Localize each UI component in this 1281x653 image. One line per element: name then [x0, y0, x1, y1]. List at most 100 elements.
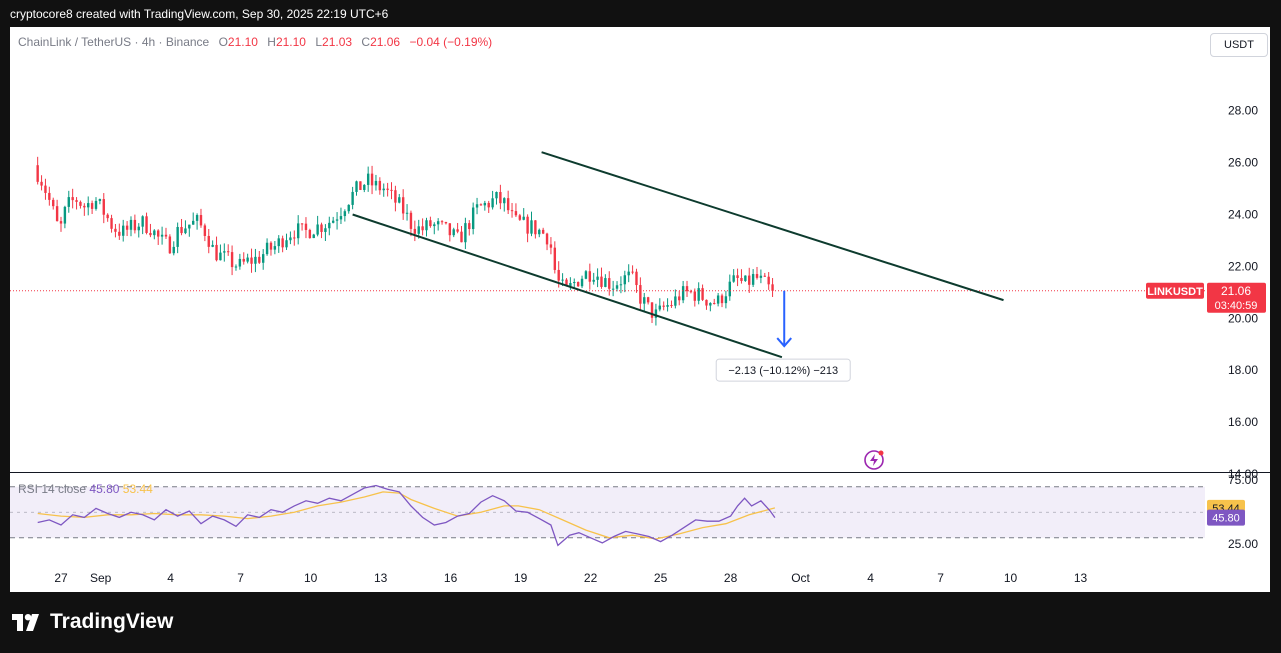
candle-body: [631, 271, 634, 273]
candle-body: [129, 219, 133, 230]
candle-body: [219, 252, 222, 261]
price-tick-label: 26.00: [1228, 156, 1258, 170]
candle-body: [347, 204, 350, 212]
candle-body: [448, 223, 452, 236]
date-tick-label: 25: [654, 571, 668, 585]
candle-body: [273, 246, 277, 250]
candle-body: [608, 278, 611, 289]
candle-body: [90, 203, 94, 209]
candle-body: [573, 282, 576, 284]
candle-body: [285, 240, 288, 248]
candle-body: [36, 165, 39, 182]
close-label: C: [361, 35, 371, 49]
candle-body: [308, 229, 312, 239]
candle-body: [584, 271, 588, 279]
candle-body: [102, 199, 105, 215]
price-tick-label: 20.00: [1228, 311, 1258, 325]
candle-body: [168, 236, 172, 254]
candle-body: [553, 247, 557, 270]
candle-body: [145, 216, 148, 233]
candle-body: [666, 305, 669, 307]
candle-body: [716, 295, 720, 304]
rsi-legend-name: RSI 14 close: [18, 482, 87, 496]
candle-body: [223, 251, 226, 253]
candle-body: [604, 278, 607, 287]
candle-body: [215, 244, 218, 261]
candle-body: [242, 258, 245, 262]
date-tick-label: 7: [937, 571, 944, 585]
candle-body: [55, 206, 59, 222]
rsi-axis-label-upper: 75.00: [1228, 473, 1258, 487]
tradingview-logo[interactable]: TradingView: [12, 610, 173, 634]
candle-body: [748, 275, 751, 285]
currency-button[interactable]: USDT: [1210, 33, 1268, 57]
candle-body: [522, 216, 525, 220]
candle-body: [246, 257, 249, 262]
candle-body: [600, 276, 603, 287]
candle-body: [561, 279, 564, 281]
candle-body: [118, 231, 121, 236]
candle-body: [176, 226, 179, 247]
candle-body: [238, 258, 242, 267]
date-tick-label: 7: [237, 571, 244, 585]
candle-body: [398, 197, 401, 203]
price-tag-value: 21.06: [1221, 284, 1251, 298]
candle-body: [468, 223, 471, 230]
candle-body: [153, 230, 156, 236]
candle-body: [417, 226, 420, 234]
candle-body: [44, 185, 47, 193]
price-tick-label: 18.00: [1228, 363, 1258, 377]
candle-body: [141, 216, 144, 227]
candle-body: [378, 180, 382, 191]
measure-label: −2.13 (−10.12%) −213: [728, 365, 838, 377]
candle-body: [763, 275, 766, 277]
channel-upper-line: [541, 151, 1004, 302]
candle-body: [495, 191, 498, 199]
candle-body: [296, 223, 300, 239]
chart-panel[interactable]: 14.00 16.00 18.00 20.00 22.00 24.00 26.00 28.00…: [10, 27, 1270, 592]
candle-body: [79, 201, 82, 206]
candle-body: [405, 212, 409, 214]
candle-body: [359, 181, 362, 190]
tradingview-brand: TradingView: [50, 610, 174, 633]
candle-body: [195, 215, 199, 221]
rsi-value-tag-bg: [1207, 509, 1245, 526]
candle-body: [382, 188, 385, 191]
candle-body: [557, 269, 560, 281]
rsi-ma-line: [37, 491, 776, 540]
price-chart[interactable]: 14.00 16.00 18.00 20.00 22.00 24.00 26.00 28.00…: [10, 27, 1270, 592]
candle-body: [413, 228, 417, 234]
date-tick-label: 10: [1004, 571, 1018, 585]
candle-body: [425, 220, 428, 231]
candle-body: [87, 203, 90, 208]
candle-body: [693, 291, 696, 301]
candle-body: [643, 297, 646, 304]
candle-body: [471, 207, 475, 230]
candle-body: [261, 254, 265, 263]
candle-body: [75, 200, 78, 202]
candle-body: [627, 271, 630, 276]
symbol-label: ChainLink / TetherUS · 4h · Binance: [18, 35, 210, 49]
candle-body: [226, 251, 230, 253]
candle-body: [534, 220, 537, 235]
candle-body: [172, 246, 175, 254]
candle-body: [639, 285, 642, 304]
candle-body: [343, 211, 347, 217]
candle-body: [300, 223, 304, 225]
candle-body: [203, 225, 207, 236]
candle-body: [409, 212, 413, 229]
price-tick-label: 22.00: [1228, 259, 1258, 273]
candle-body: [580, 278, 584, 287]
candle-body: [160, 234, 164, 237]
candle-body: [188, 224, 191, 229]
ohlc-legend: ChainLink / TetherUS · 4h · Binance O21.…: [18, 35, 492, 49]
date-tick-label: 13: [1074, 571, 1088, 585]
price-tick-label: 14.00: [1228, 467, 1258, 481]
candle-body: [184, 228, 187, 234]
candle-body: [724, 296, 728, 304]
date-tick-label: 27: [54, 571, 68, 585]
candle-body: [759, 275, 763, 278]
candle-body: [351, 191, 354, 205]
chart-credit: cryptocore8 created with TradingView.com…: [10, 7, 389, 21]
candle-body: [133, 219, 137, 231]
